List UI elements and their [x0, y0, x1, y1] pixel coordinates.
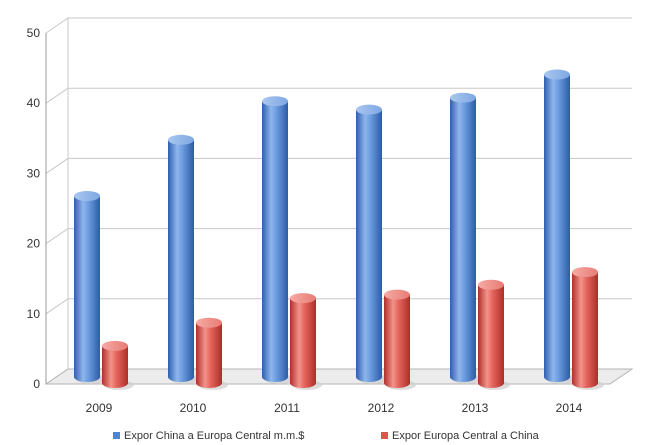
legend-item: Expor Europa Central a China [381, 430, 540, 442]
bar [262, 101, 288, 382]
bar-top [196, 317, 222, 328]
legend-item: Expor China a Europa Central m.m.$ [113, 430, 304, 442]
bar-top [450, 92, 476, 103]
bar-top [262, 96, 288, 107]
bar-top [102, 340, 128, 351]
y-tick-label: 10 [27, 307, 41, 321]
bar [356, 109, 382, 383]
y-tick-labels: 0 10 20 30 40 50 [27, 26, 41, 391]
bar [196, 322, 222, 388]
y-tick-label: 40 [27, 96, 41, 110]
legend-swatch [113, 432, 120, 439]
bar [384, 294, 410, 388]
bar-top [572, 267, 598, 278]
x-tick-labels: 2009 2010 2011 2012 2013 2014 [86, 401, 583, 415]
x-tick-label: 2009 [86, 401, 113, 415]
bar [572, 272, 598, 388]
bar [74, 195, 100, 382]
bars [74, 69, 604, 390]
gridline [45, 17, 632, 34]
y-tick-label: 30 [27, 166, 41, 180]
bar-top [356, 104, 382, 115]
x-tick-label: 2012 [368, 401, 395, 415]
bar-top [168, 134, 194, 145]
y-tick-label: 0 [33, 377, 40, 391]
x-tick-label: 2014 [556, 401, 583, 415]
bar [290, 298, 316, 388]
legend-swatch [381, 432, 388, 439]
y-tick-label: 20 [27, 237, 41, 251]
legend-label: Expor Europa Central a China [392, 430, 540, 442]
x-tick-label: 2010 [180, 401, 207, 415]
y-tick-label: 50 [27, 26, 41, 40]
x-tick-label: 2011 [274, 401, 300, 415]
legend: Expor China a Europa Central m.m.$ Expor … [113, 430, 540, 442]
bar [102, 345, 128, 388]
bar-top [384, 289, 410, 300]
bar-top [74, 190, 100, 201]
bar [544, 74, 570, 383]
bar-top [478, 279, 504, 290]
legend-label: Expor China a Europa Central m.m.$ [124, 430, 304, 442]
bar-top [290, 293, 316, 304]
bar [168, 139, 194, 382]
x-tick-label: 2013 [462, 401, 489, 415]
bar [478, 284, 504, 388]
bar [450, 97, 476, 382]
bar-top [544, 69, 570, 80]
